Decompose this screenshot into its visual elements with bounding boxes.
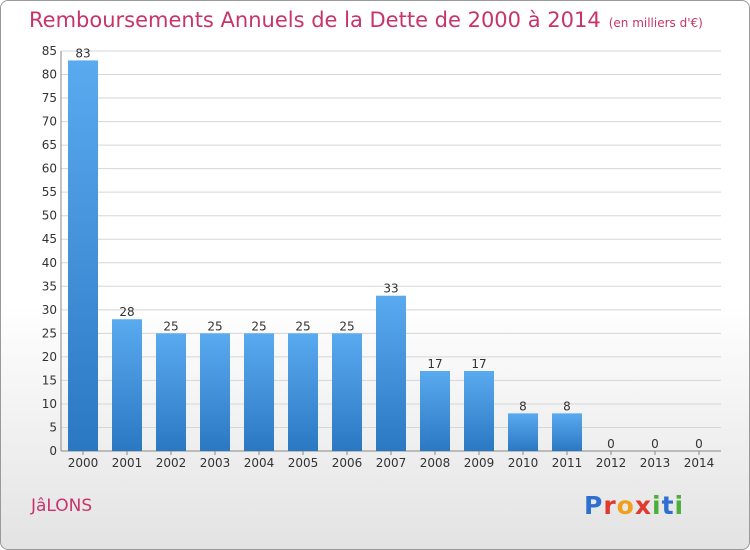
y-tick-label: 30 xyxy=(42,303,57,317)
data-label-2014: 0 xyxy=(695,437,703,451)
data-label-2010: 8 xyxy=(519,399,527,413)
bar-2004 xyxy=(244,333,274,451)
x-tick-label: 2002 xyxy=(156,456,187,470)
data-label-2009: 17 xyxy=(471,357,486,371)
data-label-2001: 28 xyxy=(119,305,134,319)
data-label-2013: 0 xyxy=(651,437,659,451)
bar-2011 xyxy=(552,413,582,451)
y-tick-label: 20 xyxy=(42,350,57,364)
data-label-2003: 25 xyxy=(207,319,222,333)
data-label-2008: 17 xyxy=(427,357,442,371)
bar-2001 xyxy=(112,319,142,451)
y-tick-label: 85 xyxy=(42,44,57,58)
y-tick-label: 65 xyxy=(42,138,57,152)
chart-title-text: Remboursements Annuels de la Dette de 20… xyxy=(29,8,601,32)
commune-name: JâLONS xyxy=(31,496,93,516)
x-tick-label: 2013 xyxy=(640,456,671,470)
data-label-2011: 8 xyxy=(563,399,571,413)
x-tick-label: 2014 xyxy=(684,456,715,470)
y-tick-label: 35 xyxy=(42,279,57,293)
bar-2008 xyxy=(420,371,450,451)
chart-unit: (en milliers d'€) xyxy=(608,16,703,30)
bar-2002 xyxy=(156,333,186,451)
y-tick-label: 80 xyxy=(42,68,57,82)
data-label-2004: 25 xyxy=(251,319,266,333)
x-tick-label: 2011 xyxy=(552,456,583,470)
bar-2000 xyxy=(68,60,98,451)
bar-2009 xyxy=(464,371,494,451)
y-tick-label: 25 xyxy=(42,326,57,340)
y-tick-label: 75 xyxy=(42,91,57,105)
x-tick-label: 2001 xyxy=(112,456,143,470)
logo-letter: r xyxy=(603,491,617,520)
x-tick-label: 2007 xyxy=(376,456,407,470)
y-tick-label: 10 xyxy=(42,397,57,411)
x-tick-label: 2009 xyxy=(464,456,495,470)
x-tick-label: 2006 xyxy=(332,456,363,470)
logo-letter: t xyxy=(661,491,675,520)
y-tick-label: 40 xyxy=(42,256,57,270)
logo-letter: o xyxy=(616,491,635,520)
x-tick-label: 2010 xyxy=(508,456,539,470)
data-label-2000: 83 xyxy=(75,46,90,60)
y-tick-label: 45 xyxy=(42,232,57,246)
data-label-2012: 0 xyxy=(607,437,615,451)
x-tick-label: 2008 xyxy=(420,456,451,470)
bar-2005 xyxy=(288,333,318,451)
data-label-2006: 25 xyxy=(339,319,354,333)
data-label-2007: 33 xyxy=(383,282,398,296)
x-tick-label: 2012 xyxy=(596,456,627,470)
y-tick-label: 5 xyxy=(49,420,57,434)
x-tick-label: 2003 xyxy=(200,456,231,470)
x-tick-label: 2005 xyxy=(288,456,319,470)
logo-letter: i xyxy=(674,491,685,520)
y-tick-label: 15 xyxy=(42,373,57,387)
chart-title: Remboursements Annuels de la Dette de 20… xyxy=(29,8,703,32)
data-label-2005: 25 xyxy=(295,319,310,333)
bar-2010 xyxy=(508,413,538,451)
bar-2003 xyxy=(200,333,230,451)
bar-2006 xyxy=(332,333,362,451)
data-label-2002: 25 xyxy=(163,319,178,333)
y-tick-label: 50 xyxy=(42,209,57,223)
proxiti-logo: Proxiti xyxy=(584,491,684,520)
y-tick-label: 60 xyxy=(42,162,57,176)
x-tick-label: 2000 xyxy=(68,456,99,470)
logo-letter: i xyxy=(652,491,662,520)
x-tick-label: 2004 xyxy=(244,456,275,470)
y-tick-label: 70 xyxy=(42,115,57,129)
logo-letter: x xyxy=(634,491,652,520)
bar-2007 xyxy=(376,295,406,451)
y-tick-label: 0 xyxy=(49,444,57,458)
y-tick-label: 55 xyxy=(42,185,57,199)
logo-letter: P xyxy=(584,491,604,520)
